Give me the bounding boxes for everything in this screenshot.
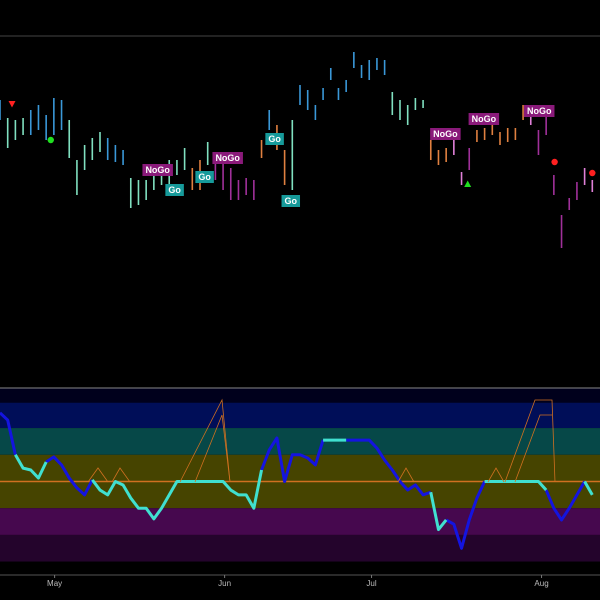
signal-label: Go bbox=[268, 134, 281, 144]
fan bbox=[397, 467, 415, 483]
fan bbox=[111, 467, 131, 483]
signal-dot bbox=[589, 169, 596, 177]
signal-label: Go bbox=[198, 172, 211, 182]
label-box bbox=[281, 195, 301, 207]
oscillator-band bbox=[0, 508, 600, 535]
label-box bbox=[195, 171, 214, 183]
signal-label: NoGo bbox=[472, 114, 497, 124]
oscillator-band bbox=[0, 534, 600, 562]
oscillator-bands bbox=[0, 388, 600, 575]
oscillator-band bbox=[0, 388, 600, 403]
fan bbox=[504, 399, 556, 483]
label-box bbox=[468, 113, 500, 125]
label-box bbox=[142, 164, 173, 176]
label-box bbox=[212, 152, 243, 164]
oscillator-line bbox=[0, 411, 586, 550]
signal-dot bbox=[551, 158, 558, 166]
signal-label: NoGo bbox=[527, 106, 552, 116]
fan bbox=[487, 467, 505, 483]
signal-triangle bbox=[8, 101, 16, 108]
x-tick-label: Aug bbox=[534, 579, 548, 588]
x-tick-label: May bbox=[47, 579, 62, 588]
oscillator-band bbox=[0, 561, 600, 575]
fan bbox=[514, 414, 552, 483]
x-tick-label: Jul bbox=[366, 579, 376, 588]
fan-decoration bbox=[87, 398, 556, 483]
oscillator-band bbox=[0, 402, 600, 429]
signal-dot bbox=[47, 136, 54, 144]
label-box bbox=[265, 133, 284, 145]
x-tick-label: Jun bbox=[218, 579, 231, 588]
signal-label: NoGo bbox=[215, 153, 240, 163]
oscillator-line bbox=[14, 438, 594, 532]
label-box bbox=[430, 128, 461, 140]
label-box bbox=[165, 184, 184, 196]
signal-label: NoGo bbox=[145, 165, 170, 175]
signal-label: NoGo bbox=[433, 129, 458, 139]
signal-label: Go bbox=[168, 185, 181, 195]
fan bbox=[87, 467, 109, 483]
signal-triangle bbox=[464, 180, 472, 187]
signal-label: Go bbox=[285, 196, 298, 206]
fan bbox=[179, 398, 231, 483]
oscillator-band bbox=[0, 428, 600, 455]
label-box bbox=[523, 105, 555, 117]
fan bbox=[194, 414, 231, 483]
